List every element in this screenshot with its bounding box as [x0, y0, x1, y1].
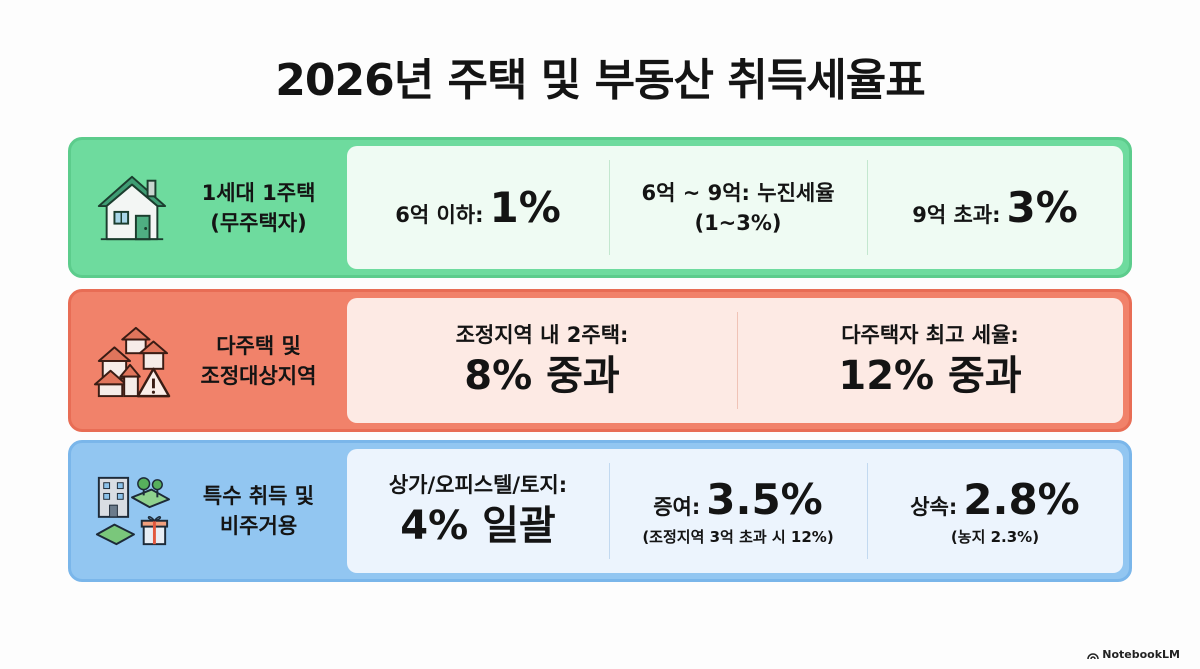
brand-watermark: NotebookLM — [1087, 648, 1180, 661]
divider — [867, 160, 868, 255]
divider — [867, 463, 868, 559]
row-single-household: 1세대 1주택 (무주택자) 6억 이하: 1% 6억 ~ 9억: 누진세율 (… — [68, 137, 1132, 278]
rate-value: 12% 중과 — [838, 352, 1022, 399]
row-label-line2: 조정대상지역 — [200, 363, 317, 388]
row-label: 특수 취득 및 비주거용 — [71, 443, 346, 579]
rate-cell: 조정지역 내 2주택: 8% 중과 — [347, 298, 737, 423]
rate-value: 4% 일괄 — [400, 503, 556, 549]
rate-cell: 9억 초과: 3% — [867, 146, 1123, 269]
rate-cell: 상가/오피스텔/토지: 4% 일괄 — [347, 449, 609, 573]
rate-value: 8% 중과 — [464, 352, 620, 399]
rate-cell: 6억 ~ 9억: 누진세율 (1~3%) — [609, 146, 867, 269]
divider — [609, 160, 610, 255]
divider — [609, 463, 610, 559]
house-icon — [97, 175, 167, 240]
rate-cell: 상속: 2.8% (농지 2.3%) — [867, 449, 1123, 573]
page-title: 2026년 주택 및 부동산 취득세율표 — [275, 55, 926, 106]
row-special-acquisition: 특수 취득 및 비주거용 상가/오피스텔/토지: 4% 일괄 증여: 3.5% … — [68, 440, 1132, 582]
notebooklm-logo-icon — [1087, 652, 1099, 659]
rate-prefix: 상속: — [910, 495, 958, 519]
rate-cell: 6억 이하: 1% — [347, 146, 609, 269]
rate-label: 6억 ~ 9억: 누진세율 — [641, 180, 835, 205]
row-label-line1: 다주택 및 — [216, 333, 301, 358]
multi-house-warning-icon — [93, 326, 171, 397]
rate-label: 상가/오피스텔/토지: — [388, 473, 568, 497]
rate-cell: 다주택자 최고 세율: 12% 중과 — [737, 298, 1123, 423]
row-label: 다주택 및 조정대상지역 — [71, 292, 346, 429]
row-multi-house: 다주택 및 조정대상지역 조정지역 내 2주택: 8% 중과 다주택자 최고 세… — [68, 289, 1132, 432]
rate-label: 조정지역 내 2주택: — [455, 322, 629, 347]
row-label-line2: 비주거용 — [219, 514, 298, 538]
rate-note: (조정지역 3억 초과 시 12%) — [642, 528, 834, 546]
rate-prefix: 9억 초과: — [912, 203, 1001, 227]
rate-range: (1~3%) — [694, 210, 782, 235]
rate-prefix: 6억 이하: — [395, 203, 484, 227]
rate-value: 3.5% — [706, 475, 823, 524]
rate-prefix: 증여: — [653, 495, 701, 519]
building-land-gift-icon — [95, 476, 171, 546]
row-label: 1세대 1주택 (무주택자) — [71, 140, 346, 275]
rate-cell: 증여: 3.5% (조정지역 3억 초과 시 12%) — [609, 449, 867, 573]
rate-value: 1% — [489, 183, 561, 232]
rate-panel: 상가/오피스텔/토지: 4% 일괄 증여: 3.5% (조정지역 3억 초과 시… — [347, 449, 1123, 573]
rate-panel: 조정지역 내 2주택: 8% 중과 다주택자 최고 세율: 12% 중과 — [347, 298, 1123, 423]
row-label-line2: (무주택자) — [210, 210, 307, 235]
row-label-line1: 특수 취득 및 — [202, 484, 315, 508]
row-label-line1: 1세대 1주택 — [201, 180, 316, 205]
rate-label: 다주택자 최고 세율: — [841, 322, 1019, 347]
rate-value: 3% — [1006, 183, 1078, 232]
rate-value: 2.8% — [963, 475, 1080, 524]
brand-label: NotebookLM — [1102, 648, 1180, 661]
divider — [737, 312, 738, 409]
rate-note: (농지 2.3%) — [950, 528, 1040, 546]
rate-panel: 6억 이하: 1% 6억 ~ 9억: 누진세율 (1~3%) 9억 초과: 3% — [347, 146, 1123, 269]
